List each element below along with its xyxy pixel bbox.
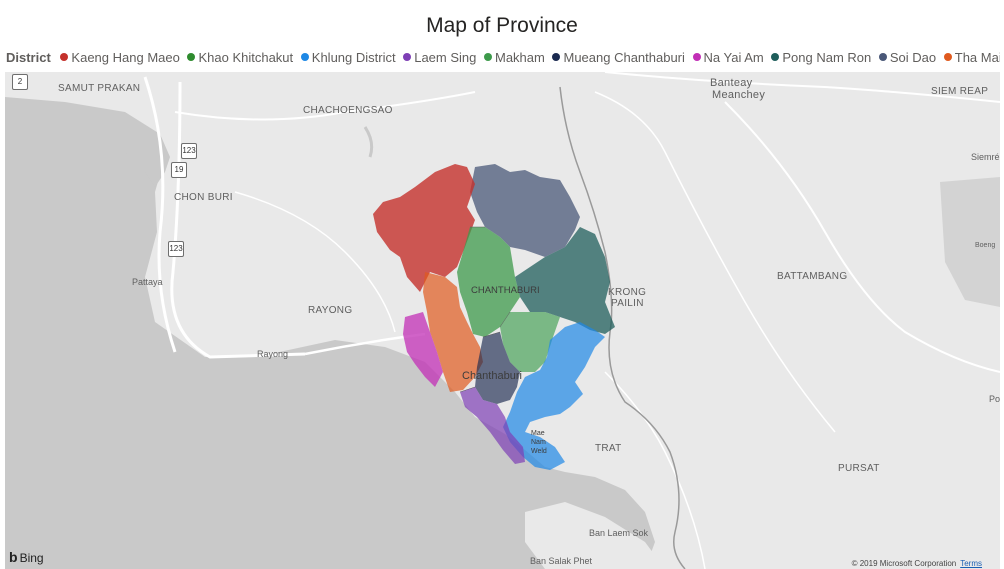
place-samut-prakan: SAMUT PRAKAN bbox=[58, 83, 141, 94]
legend: District Kaeng Hang Maeo Khao Khitchakut… bbox=[6, 50, 1000, 68]
legend-label: Pong Nam Ron bbox=[782, 50, 872, 65]
place-siem-reap: SIEM REAP bbox=[931, 86, 989, 97]
river bbox=[363, 126, 374, 158]
road-shield: 2 bbox=[12, 74, 28, 90]
bing-icon: b bbox=[9, 549, 18, 565]
copyright: © 2019 Microsoft Corporation Terms bbox=[852, 559, 982, 568]
place-chachoengsao: CHACHOENGSAO bbox=[303, 105, 393, 116]
legend-item-mueang-chanthaburi[interactable]: Mueang Chanthaburi bbox=[552, 50, 685, 65]
legend-item-pong-nam-ron[interactable]: Pong Nam Ron bbox=[771, 50, 871, 65]
road bbox=[170, 81, 306, 359]
copyright-text: © 2019 Microsoft Corporation bbox=[851, 559, 957, 568]
place-mae: Mae bbox=[531, 430, 545, 437]
legend-dot bbox=[187, 53, 196, 61]
road bbox=[594, 91, 836, 433]
district-kaeng-hang-maeo bbox=[373, 164, 475, 292]
district-laem-sing bbox=[460, 387, 525, 464]
bing-label: Bing bbox=[19, 551, 44, 565]
legend-label: Khlung District bbox=[311, 50, 396, 65]
place-ban-salak-phet: Ban Salak Phet bbox=[530, 556, 593, 566]
legend-item-makham[interactable]: Makham bbox=[484, 50, 545, 65]
place-weld: Weld bbox=[531, 448, 547, 455]
legend-dot bbox=[60, 53, 69, 61]
place-ban-laem-sok: Ban Laem Sok bbox=[589, 528, 649, 538]
place-pattaya: Pattaya bbox=[132, 277, 163, 287]
bing-logo: b Bing bbox=[9, 549, 44, 565]
district-borders bbox=[459, 226, 511, 393]
road bbox=[604, 371, 706, 569]
district-tha-mai bbox=[423, 272, 483, 392]
place-pursat: PURSAT bbox=[838, 463, 880, 474]
place-trat: TRAT bbox=[595, 443, 622, 454]
place-po: Po bbox=[989, 394, 1000, 404]
legend-label: Kaeng Hang Maeo bbox=[71, 50, 180, 65]
legend-label: Tha Mai bbox=[954, 50, 1000, 65]
place-banteay: Banteay bbox=[710, 77, 753, 89]
legend-item-tha-mai[interactable]: Tha Mai bbox=[943, 50, 1000, 65]
road bbox=[174, 91, 476, 121]
legend-label: Makham bbox=[495, 50, 545, 65]
legend-label: Na Yai Am bbox=[703, 50, 764, 65]
legend-dot bbox=[692, 53, 701, 61]
district-mueang-chanthaburi bbox=[475, 332, 520, 404]
road bbox=[724, 101, 1000, 373]
land-east-patch bbox=[940, 177, 1000, 307]
map-title: Map of Province bbox=[426, 14, 578, 37]
road bbox=[234, 191, 396, 333]
place-chon-buri: CHON BURI bbox=[174, 192, 233, 203]
legend-dot bbox=[552, 53, 561, 61]
place-battambang: BATTAMBANG bbox=[777, 271, 848, 282]
place-rayong-province: RAYONG bbox=[308, 305, 353, 316]
place-boeng: Boeng bbox=[975, 242, 996, 249]
legend-label: Khao Khitchakut bbox=[198, 50, 294, 65]
legend-label: Soi Dao bbox=[889, 50, 937, 65]
legend-item-soi-dao[interactable]: Soi Dao bbox=[878, 50, 937, 65]
district-pong-nam-ron bbox=[515, 227, 615, 334]
district-makham bbox=[457, 227, 520, 337]
place-pailin: PAILIN bbox=[611, 298, 644, 309]
sea-bay bbox=[5, 97, 170, 187]
road-shield: 19 bbox=[171, 162, 187, 178]
legend-item-khao-khitchakut[interactable]: Khao Khitchakut bbox=[187, 50, 293, 65]
legend-dot bbox=[878, 53, 887, 61]
place-meanchey: Meanchey bbox=[712, 89, 766, 101]
place-chanthaburi-city: Chanthaburi bbox=[462, 370, 522, 382]
place-siemre: Siemré bbox=[971, 152, 1000, 162]
district-khlung bbox=[503, 322, 605, 470]
legend-item-laem-sing[interactable]: Laem Sing bbox=[403, 50, 476, 65]
place-nam: Nam bbox=[531, 439, 546, 446]
map-canvas[interactable]: 2 123 19 123 SAMUT PRAKAN CHACHOENGSAO B… bbox=[5, 72, 1000, 569]
legend-item-kaeng-hang-maeo[interactable]: Kaeng Hang Maeo bbox=[60, 50, 180, 65]
land-south bbox=[525, 502, 665, 569]
legend-dot bbox=[943, 53, 952, 61]
district-soi-dao bbox=[470, 164, 580, 257]
road bbox=[143, 76, 177, 353]
legend-dot bbox=[300, 53, 309, 61]
legend-dot bbox=[403, 53, 412, 61]
legend-dot bbox=[771, 53, 780, 61]
legend-item-na-yai-am[interactable]: Na Yai Am bbox=[692, 50, 764, 65]
place-rayong-city: Rayong bbox=[257, 349, 289, 359]
legend-label: Laem Sing bbox=[414, 50, 477, 65]
map-svg bbox=[5, 72, 1000, 569]
district-khao-khitchakut bbox=[500, 312, 560, 372]
legend-dot bbox=[484, 53, 492, 61]
road-shield: 123 bbox=[181, 143, 197, 159]
sea-area bbox=[5, 102, 655, 569]
road bbox=[604, 72, 1000, 103]
place-krong: KRONG bbox=[608, 287, 647, 298]
legend-title: District bbox=[6, 50, 51, 65]
terms-link[interactable]: Terms bbox=[960, 559, 982, 568]
road-shield: 123 bbox=[168, 241, 184, 257]
legend-label: Mueang Chanthaburi bbox=[563, 50, 685, 65]
country-border bbox=[559, 86, 686, 569]
legend-item-khlung-district[interactable]: Khlung District bbox=[300, 50, 396, 65]
place-chanthaburi-province: CHANTHABURI bbox=[471, 285, 540, 296]
district-na-yai-am bbox=[403, 312, 443, 387]
